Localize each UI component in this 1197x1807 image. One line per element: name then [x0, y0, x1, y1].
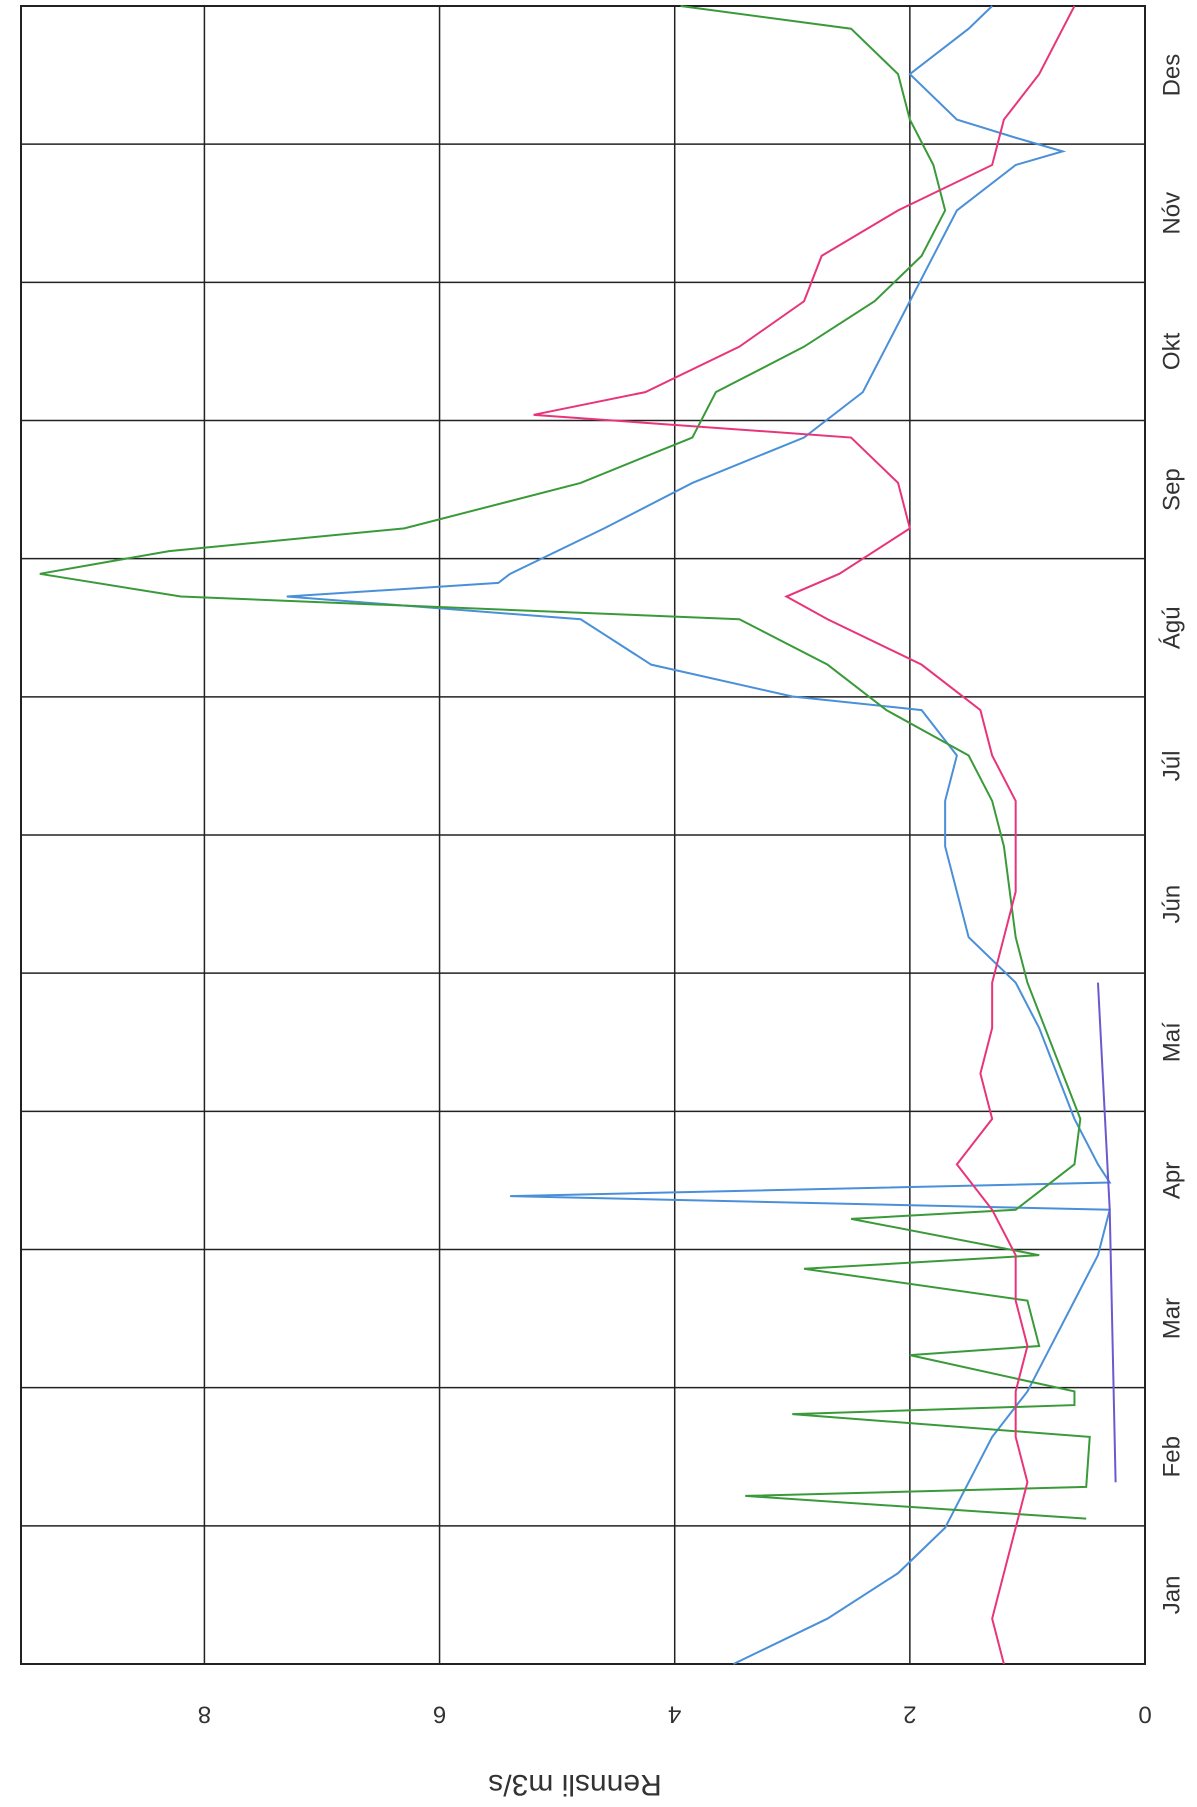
x-tick-label: Júl	[1158, 751, 1185, 782]
data-line	[286, 5, 1112, 1665]
y-tick-label: 6	[433, 1701, 446, 1728]
y-tick-label: 4	[668, 1701, 681, 1728]
y-tick-label: 2	[903, 1701, 916, 1728]
data-line	[533, 5, 1076, 1665]
data-line	[1096, 982, 1117, 1483]
x-tick-label: Okt	[1158, 332, 1185, 370]
y-axis-label: Rennsli m3/s	[488, 1768, 661, 1801]
x-tick-label: Feb	[1158, 1436, 1185, 1477]
x-tick-label: Nóv	[1158, 192, 1185, 235]
x-tick-label: Apr	[1158, 1162, 1185, 1199]
x-tick-label: Jan	[1158, 1576, 1185, 1615]
x-tick-label: Sep	[1158, 468, 1185, 511]
y-tick-label: 8	[198, 1701, 211, 1728]
y-tick-label: 0	[1138, 1701, 1151, 1728]
x-tick-label: Mar	[1158, 1298, 1185, 1339]
x-tick-label: Des	[1158, 54, 1185, 97]
data-line	[39, 5, 1091, 1520]
x-tick-label: Ágú	[1158, 606, 1185, 649]
x-tick-label: Maí	[1158, 1022, 1185, 1062]
x-tick-label: Jún	[1158, 885, 1185, 924]
